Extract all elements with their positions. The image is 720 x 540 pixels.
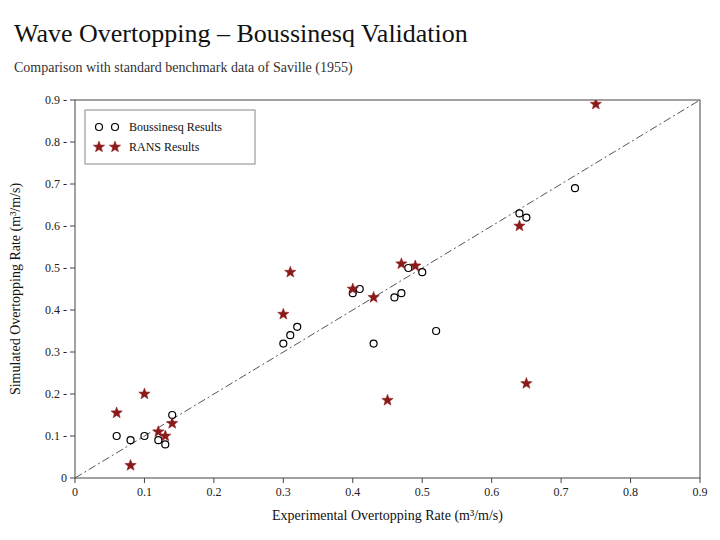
point <box>125 459 136 470</box>
y-tick-label: 0.7 - <box>45 177 67 191</box>
y-tick <box>70 478 75 479</box>
x-tick <box>213 478 214 483</box>
y-tick-label: 0.3 - <box>45 345 67 359</box>
y-tick <box>70 310 75 311</box>
point <box>396 258 407 269</box>
y-tick-label: 0.8 - <box>45 135 67 149</box>
x-tick-label: 0.7 <box>554 485 569 499</box>
y-tick-label: 0.9 - <box>45 93 67 107</box>
y-tick <box>70 142 75 143</box>
point <box>294 323 301 330</box>
point <box>167 417 178 428</box>
y-tick <box>70 394 75 395</box>
point <box>287 332 294 339</box>
point <box>514 220 525 231</box>
y-tick-label: 0.1 - <box>45 429 67 443</box>
y-tick <box>70 352 75 353</box>
y-tick-label: 0 <box>61 471 67 485</box>
legend: Boussinesq Results RANS Results <box>85 110 255 164</box>
legend-box <box>85 110 255 164</box>
x-tick-label: 0.6 <box>484 485 499 499</box>
x-tick-label: 0.3 <box>276 485 291 499</box>
x-tick-label: 0.5 <box>415 485 430 499</box>
title: Wave Overtopping – Boussinesq Validation <box>14 19 468 48</box>
y-axis-label: Simulated Overtopping Rate (m³/m/s) <box>8 183 24 396</box>
point <box>521 378 532 389</box>
point <box>516 210 523 217</box>
point <box>590 100 601 109</box>
x-tick <box>75 478 76 483</box>
point <box>280 340 287 347</box>
point <box>162 441 169 448</box>
point <box>160 430 171 441</box>
point <box>285 266 296 277</box>
plot-frame <box>75 100 700 478</box>
legend-label: Boussinesq Results <box>129 120 222 134</box>
y-tick <box>70 436 75 437</box>
y-tick <box>70 226 75 227</box>
point <box>278 308 289 319</box>
x-tick-label: 0 <box>72 485 78 499</box>
x-tick-label: 0.8 <box>623 485 638 499</box>
reference-line <box>75 100 700 478</box>
point <box>405 265 412 272</box>
plot-marks <box>75 100 700 478</box>
point <box>113 433 120 440</box>
y-tick-label: 0.4 - <box>45 303 67 317</box>
legend-marker <box>96 124 103 131</box>
legend-marker <box>109 141 120 152</box>
x-tick-label: 0.9 <box>693 485 708 499</box>
point <box>356 286 363 293</box>
x-tick <box>491 478 492 483</box>
legend-marker <box>112 124 119 131</box>
point <box>572 185 579 192</box>
y-tick-label: 0.2 - <box>45 387 67 401</box>
x-tick <box>283 478 284 483</box>
subtitle: Comparison with standard benchmark data … <box>14 60 353 76</box>
y-tick-label: 0.6 - <box>45 219 67 233</box>
point <box>111 407 122 418</box>
x-tick-label: 0.4 <box>345 485 360 499</box>
y-tick <box>70 184 75 185</box>
point <box>410 260 421 271</box>
chart: Wave Overtopping – Boussinesq Validation… <box>0 0 720 540</box>
x-tick <box>352 478 353 483</box>
x-tick-label: 0.2 <box>206 485 221 499</box>
legend-label: RANS Results <box>129 140 200 154</box>
series <box>113 185 578 448</box>
point <box>139 388 150 399</box>
point <box>368 291 379 302</box>
point <box>523 214 530 221</box>
point <box>391 294 398 301</box>
x-tick <box>700 478 701 483</box>
x-tick-label: 0.1 <box>137 485 152 499</box>
point <box>419 269 426 276</box>
legend-marker <box>93 141 104 152</box>
point <box>141 433 148 440</box>
point <box>155 437 162 444</box>
point <box>398 290 405 297</box>
point <box>382 394 393 405</box>
x-tick <box>630 478 631 483</box>
point <box>347 283 358 294</box>
x-tick <box>561 478 562 483</box>
y-tick-label: 0.5 - <box>45 261 67 275</box>
point <box>433 328 440 335</box>
x-tick <box>422 478 423 483</box>
x-tick <box>144 478 145 483</box>
point <box>370 340 377 347</box>
y-tick <box>70 100 75 101</box>
x-axis-label: Experimental Overtopping Rate (m³/m/s) <box>272 508 503 524</box>
point <box>127 437 134 444</box>
y-tick <box>70 268 75 269</box>
